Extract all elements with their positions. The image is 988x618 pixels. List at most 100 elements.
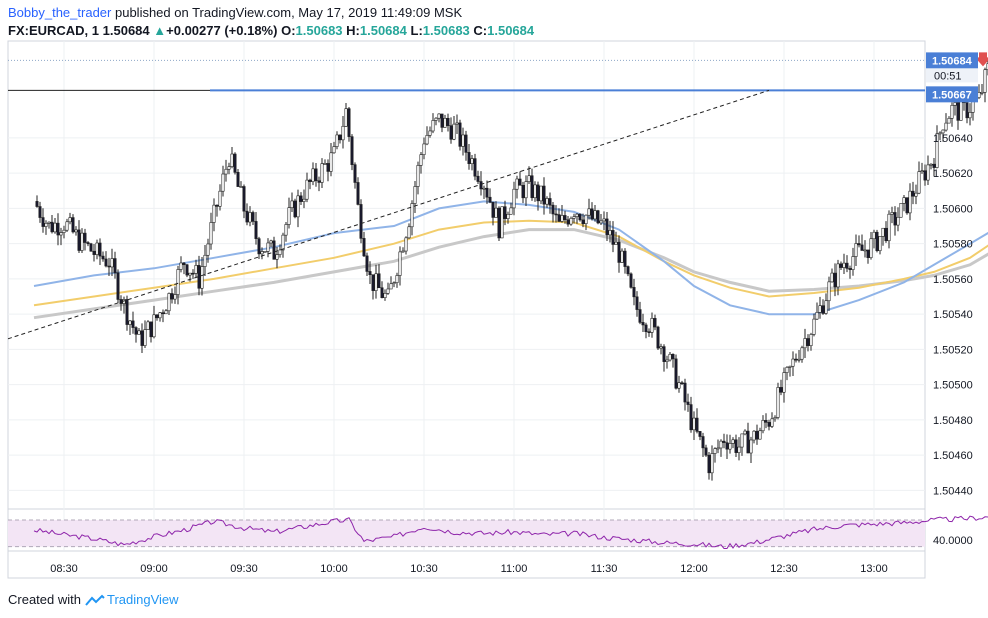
candle-body[interactable] <box>179 262 183 270</box>
candle-body[interactable] <box>101 255 105 260</box>
candle-body[interactable] <box>815 312 819 320</box>
candle-body[interactable] <box>215 204 219 207</box>
candle-body[interactable] <box>95 242 99 255</box>
candle-body[interactable] <box>464 134 468 153</box>
candle-body[interactable] <box>569 217 573 225</box>
candle-body[interactable] <box>143 329 147 346</box>
candle-body[interactable] <box>68 217 72 223</box>
candle-body[interactable] <box>761 420 765 432</box>
candle-body[interactable] <box>677 382 681 389</box>
candles[interactable] <box>35 52 988 481</box>
candle-body[interactable] <box>581 219 585 224</box>
candle-body[interactable] <box>167 293 171 312</box>
candle-body[interactable] <box>674 358 678 389</box>
candle-body[interactable] <box>659 346 663 349</box>
candle-body[interactable] <box>764 420 768 423</box>
candle-body[interactable] <box>287 207 291 225</box>
candle-body[interactable] <box>521 184 525 199</box>
candle-body[interactable] <box>476 175 480 182</box>
candle-body[interactable] <box>377 273 381 289</box>
candle-body[interactable] <box>296 195 300 218</box>
candle-body[interactable] <box>950 105 954 119</box>
candle-body[interactable] <box>947 117 951 124</box>
candle-body[interactable] <box>632 287 636 298</box>
candle-body[interactable] <box>146 321 150 330</box>
candle-body[interactable] <box>323 163 327 165</box>
candle-body[interactable] <box>512 188 516 209</box>
candle-body[interactable] <box>668 353 672 361</box>
candle-body[interactable] <box>368 271 372 275</box>
candle-body[interactable] <box>308 179 312 182</box>
candle-body[interactable] <box>392 282 396 285</box>
candle-body[interactable] <box>140 330 144 346</box>
candle-body[interactable] <box>917 171 921 194</box>
candle-body[interactable] <box>317 180 321 183</box>
candle-body[interactable] <box>509 207 513 215</box>
candle-body[interactable] <box>728 443 732 450</box>
candle-body[interactable] <box>806 338 810 346</box>
candle-body[interactable] <box>548 198 552 206</box>
candle-body[interactable] <box>686 401 690 405</box>
candle-body[interactable] <box>302 198 306 202</box>
candle-body[interactable] <box>251 212 255 222</box>
candle-body[interactable] <box>416 165 420 187</box>
candle-body[interactable] <box>185 264 189 276</box>
candle-body[interactable] <box>713 448 717 454</box>
candle-body[interactable] <box>896 216 900 226</box>
candle-body[interactable] <box>332 146 336 154</box>
candle-body[interactable] <box>638 309 642 323</box>
candle-body[interactable] <box>410 203 414 228</box>
candle-body[interactable] <box>329 152 333 172</box>
candle-body[interactable] <box>458 122 462 147</box>
candle-body[interactable] <box>470 158 474 164</box>
candle-body[interactable] <box>425 135 429 145</box>
candle-body[interactable] <box>284 224 288 236</box>
candle-body[interactable] <box>857 243 861 246</box>
candle-body[interactable] <box>443 117 447 128</box>
candle-body[interactable] <box>590 208 594 220</box>
candle-body[interactable] <box>188 272 192 276</box>
candle-body[interactable] <box>959 98 963 121</box>
candle-body[interactable] <box>878 236 882 252</box>
candle-body[interactable] <box>671 353 675 360</box>
candle-body[interactable] <box>437 113 441 119</box>
candle-body[interactable] <box>980 92 984 94</box>
candle-body[interactable] <box>929 163 933 166</box>
candle-body[interactable] <box>863 249 867 252</box>
candle-body[interactable] <box>920 170 924 173</box>
candle-body[interactable] <box>935 133 939 168</box>
candle-body[interactable] <box>620 250 624 263</box>
candle-body[interactable] <box>557 214 561 222</box>
candle-body[interactable] <box>899 203 903 218</box>
candle-body[interactable] <box>560 215 564 222</box>
tradingview-link[interactable]: TradingView <box>106 592 179 607</box>
candle-body[interactable] <box>773 417 777 420</box>
candle-body[interactable] <box>278 249 282 255</box>
candle-body[interactable] <box>359 204 363 239</box>
candle-body[interactable] <box>797 358 801 361</box>
candle-body[interactable] <box>326 163 330 172</box>
candle-body[interactable] <box>158 312 162 319</box>
candle-body[interactable] <box>953 102 957 106</box>
candle-body[interactable] <box>479 181 483 190</box>
candle-body[interactable] <box>977 92 981 98</box>
candle-body[interactable] <box>629 273 633 288</box>
candle-body[interactable] <box>449 125 453 140</box>
candle-body[interactable] <box>161 312 165 315</box>
candle-body[interactable] <box>740 433 744 448</box>
candle-body[interactable] <box>752 430 756 441</box>
candle-body[interactable] <box>731 439 735 444</box>
candle-body[interactable] <box>851 256 855 270</box>
candle-body[interactable] <box>254 221 258 239</box>
candle-body[interactable] <box>125 299 129 325</box>
candle-body[interactable] <box>176 269 180 295</box>
candle-body[interactable] <box>440 113 444 128</box>
candle-body[interactable] <box>968 112 972 119</box>
candle-body[interactable] <box>494 207 498 218</box>
candle-body[interactable] <box>518 178 522 186</box>
candle-body[interactable] <box>461 134 465 147</box>
candle-body[interactable] <box>683 382 687 403</box>
candle-body[interactable] <box>869 238 873 258</box>
candle-body[interactable] <box>704 447 708 456</box>
candle-body[interactable] <box>566 219 570 225</box>
